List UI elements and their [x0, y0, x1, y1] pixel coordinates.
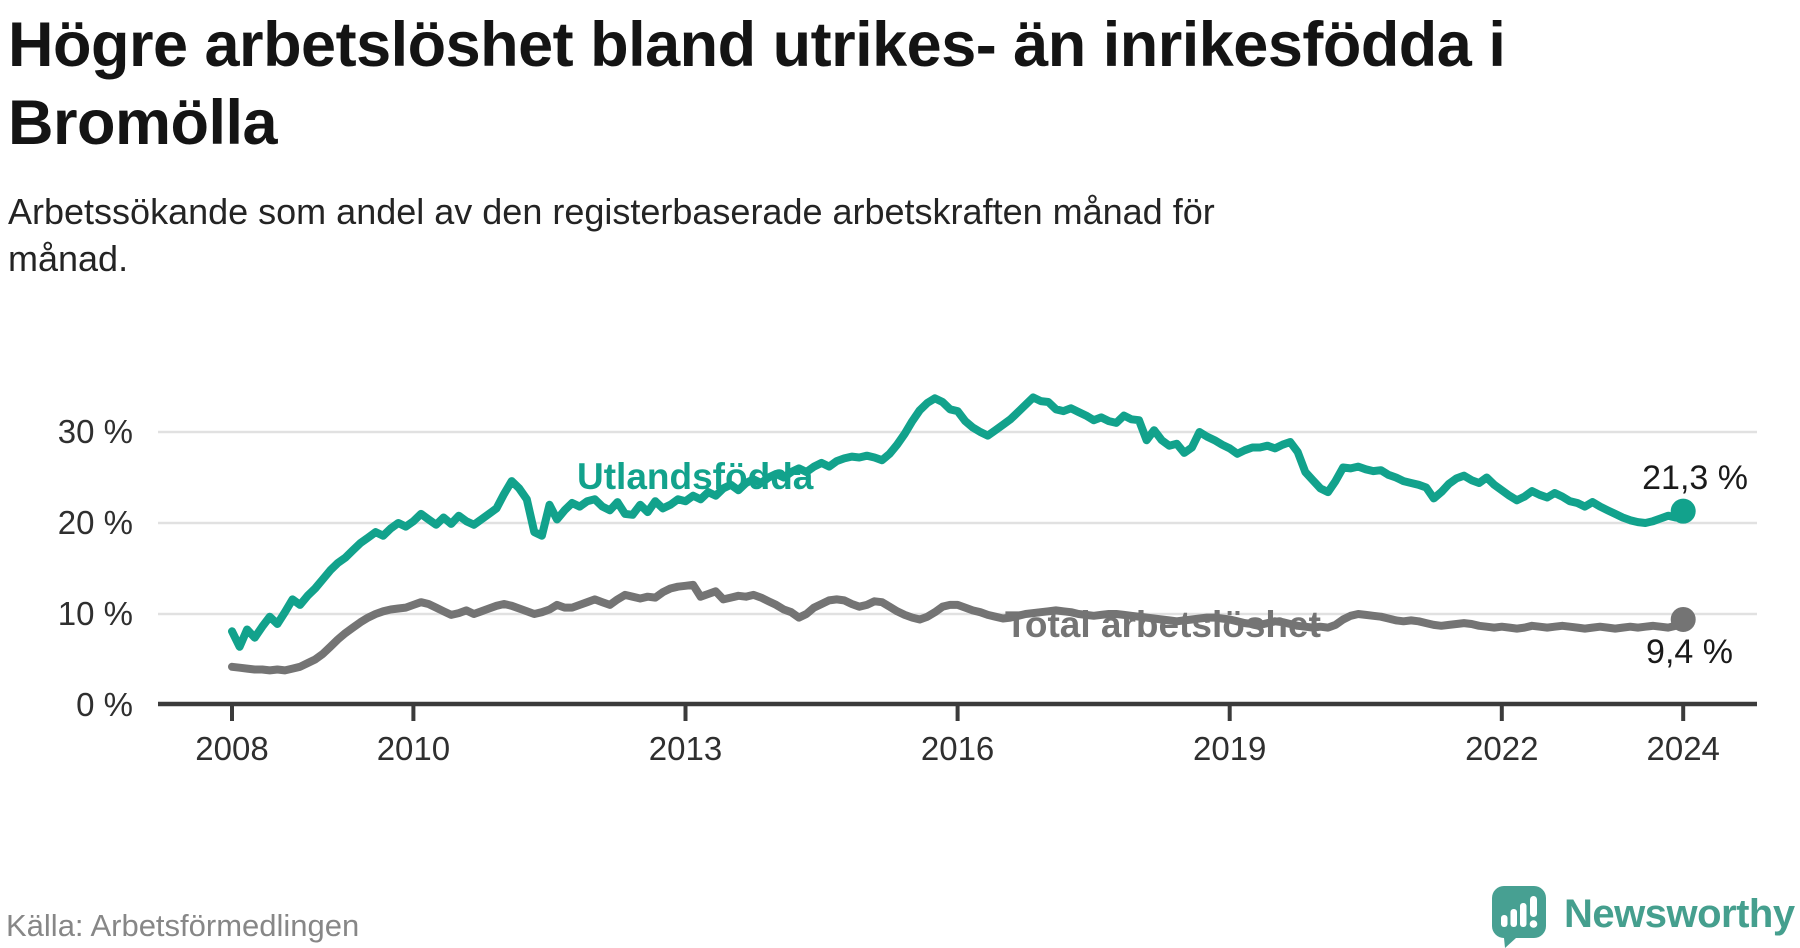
gridlines — [158, 430, 1757, 616]
series-end-dot-0 — [1670, 498, 1696, 524]
x-tick-label-2008: 2008 — [195, 730, 268, 767]
series-end-label-0: 21,3 % — [1642, 459, 1748, 497]
x-tick-label-2016: 2016 — [921, 730, 994, 767]
y-tick-label-20: 20 % — [58, 504, 133, 541]
chart-subtitle: Arbetssökande som andel av den registerb… — [8, 188, 1608, 282]
brand-wordmark: Newsworthy — [1564, 892, 1795, 936]
x-tick-label-2019: 2019 — [1193, 730, 1266, 767]
newsworthy-logo-icon — [1492, 886, 1546, 948]
x-tick-label-2022: 2022 — [1465, 730, 1538, 767]
chart-subtitle-line-1: Arbetssökande som andel av den registerb… — [8, 191, 1215, 232]
x-tick-label-2010: 2010 — [377, 730, 450, 767]
page-title-line-1: Högre arbetslöshet bland utrikes- än inr… — [8, 10, 1506, 80]
series-line-1 — [228, 580, 1688, 675]
series-end-dot-1 — [1670, 606, 1696, 632]
series-line-0 — [228, 393, 1688, 651]
chart-subtitle-line-2: månad. — [8, 238, 129, 279]
y-tick-label-10: 10 % — [58, 595, 133, 632]
x-tick-label-2013: 2013 — [649, 730, 722, 767]
series-lines — [228, 393, 1696, 675]
chart-labels: 0 % 10 % 20 % 30 % Utlandsfödda Total arbetsl… — [58, 413, 1748, 767]
x-axis — [158, 701, 1757, 721]
series-end-label-1: 9,4 % — [1646, 633, 1733, 671]
y-tick-label-0: 0 % — [76, 686, 133, 723]
x-tick-label-2024: 2024 — [1646, 730, 1719, 767]
source-caption: Källa: Arbetsförmedlingen — [6, 908, 360, 943]
page-title: Högre arbetslöshet bland utrikes- än inr… — [8, 6, 1748, 162]
y-tick-label-30: 30 % — [58, 413, 133, 450]
brand-footer: Newsworthy — [1492, 886, 1795, 948]
page-title-line-2: Bromölla — [8, 88, 278, 158]
series-label-0: Utlandsfödda — [577, 456, 814, 497]
series-label-1: Total arbetslöshet — [1005, 604, 1321, 645]
